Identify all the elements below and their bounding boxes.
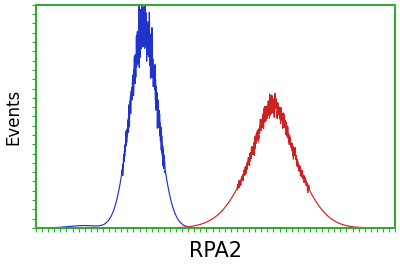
Y-axis label: Events: Events	[5, 88, 23, 144]
X-axis label: RPA2: RPA2	[189, 241, 242, 261]
